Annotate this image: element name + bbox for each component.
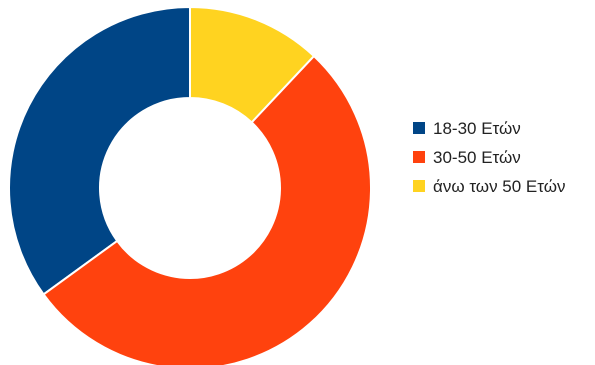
donut-slices [8,5,372,365]
donut-slice [42,54,372,365]
donut-slice [8,5,191,296]
legend-label: άνω των 50 Ετών [433,177,566,196]
legend-swatch [413,180,425,192]
legend-swatch [413,151,425,163]
legend-swatch [413,122,425,134]
legend-label: 18-30 Ετών [433,119,521,138]
legend-label: 30-50 Ετών [433,148,521,167]
chart-legend: 18-30 Ετών 30-50 Ετών άνω των 50 Ετών [413,119,566,196]
donut-slice [189,5,316,124]
